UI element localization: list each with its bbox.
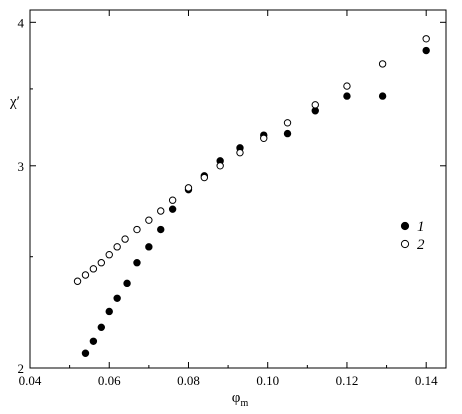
y-axis-label: χ′	[9, 94, 20, 110]
legend-marker-1	[400, 221, 410, 231]
data-point-series-2	[422, 35, 430, 43]
data-point-series-2	[113, 243, 121, 251]
x-tick-label: 0.08	[177, 373, 200, 388]
x-axis-label: φm	[232, 390, 249, 409]
x-tick-label: 0.10	[256, 373, 279, 388]
x-axis: 0.04 0.06 0.08 0.10 0.12 0.14	[19, 10, 438, 388]
data-point-series-1	[89, 337, 98, 345]
data-point-series-1	[81, 349, 90, 357]
data-point-series-2	[283, 119, 292, 127]
data-point-series-1	[422, 46, 430, 55]
data-point-series-2	[121, 235, 129, 243]
data-point-series-1	[145, 243, 153, 251]
data-point-series-1	[123, 279, 131, 288]
data-point-series-1	[97, 323, 106, 332]
data-point-series-2	[89, 265, 98, 273]
x-tick-label: 0.12	[336, 373, 359, 388]
data-point-series-2	[184, 184, 193, 192]
y-tick-label: 2	[18, 361, 25, 376]
data-point-series-2	[260, 134, 268, 143]
data-point-series-2	[311, 101, 319, 109]
data-point-series-1	[157, 225, 165, 234]
data-point-series-2	[378, 60, 387, 68]
data-point-series-2	[73, 277, 82, 285]
legend-label-1: 1	[417, 219, 425, 235]
data-point-series-2	[343, 82, 351, 90]
data-point-series-1	[168, 205, 177, 213]
data-point-series-2	[145, 216, 153, 224]
data-point-series-1	[283, 129, 292, 138]
legend: 12	[400, 219, 425, 253]
legend-label-2: 2	[417, 237, 425, 253]
x-tick-label: 0.14	[415, 373, 438, 388]
y-axis: 2 3 4	[18, 15, 446, 376]
y-tick-label: 4	[18, 15, 25, 30]
data-point-series-2	[200, 173, 209, 182]
data-point-series-2	[81, 271, 90, 279]
data-point-series-1	[113, 294, 121, 302]
plot-frame	[29, 9, 447, 369]
data-point-series-1	[378, 92, 387, 100]
legend-marker-2	[400, 239, 410, 249]
data-point-series-1	[133, 259, 141, 267]
data-point-series-1	[105, 307, 113, 316]
x-tick-label: 0.06	[98, 373, 121, 388]
data-point-series-2	[105, 251, 113, 259]
data-point-series-2	[236, 148, 244, 157]
plot-border	[29, 9, 447, 369]
y-tick-label: 3	[18, 159, 25, 174]
data-point-series-2	[133, 225, 141, 234]
data-point-series-2	[157, 207, 165, 215]
data-points	[73, 35, 430, 357]
x-tick-label: 0.04	[19, 373, 42, 388]
data-point-series-1	[343, 92, 351, 100]
data-point-series-2	[168, 196, 177, 204]
data-point-series-2	[97, 259, 106, 267]
data-point-series-2	[216, 162, 224, 170]
